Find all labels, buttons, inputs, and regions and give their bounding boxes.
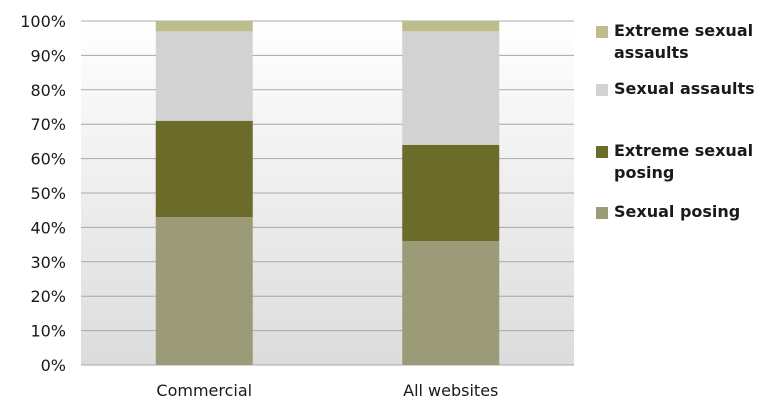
bar-sexual-posing-commercial [155,217,253,365]
legend-swatch-extreme-sexual-posing [596,146,608,158]
legend-swatch-sexual-posing [596,207,608,219]
bar-extreme-sexual-posing-all-websites [402,144,500,242]
legend-label-sexual-posing: Sexual posing [614,202,741,221]
y-tick-label: 80% [30,81,66,100]
y-tick-label: 40% [30,218,66,237]
y-tick-label: 100% [20,12,66,31]
y-tick-label: 20% [30,287,66,306]
legend-label-extreme-sexual-assaults: Extreme sexual assaults [614,21,754,62]
bar-sexual-assaults-all-websites [402,31,500,145]
y-tick-label: 90% [30,46,66,65]
legend-swatch-extreme-sexual-assaults [596,26,608,38]
bar-extreme-sexual-posing-commercial [155,120,253,218]
legend-label-sexual-assaults: Sexual assaults [614,79,755,98]
legend-label-extreme-sexual-posing: Extreme sexual posing [614,141,754,182]
legend-item-sexual-posing: Sexual posing [596,201,782,223]
bar-sexual-assaults-commercial [155,31,253,121]
y-tick-label: 60% [30,150,66,169]
bar-extreme-sexual-assaults-all-websites [402,21,500,32]
x-category-label: All websites [403,381,498,400]
bar-extreme-sexual-assaults-commercial [155,21,253,32]
y-tick-label: 70% [30,115,66,134]
legend-item-extreme-sexual-posing: Extreme sexual posing [596,140,782,184]
x-category-label: Commercial [156,381,252,400]
bar-sexual-posing-all-websites [402,241,500,365]
y-tick-label: 0% [41,356,66,375]
y-tick-label: 50% [30,184,66,203]
y-tick-label: 10% [30,322,66,341]
legend-item-sexual-assaults: Sexual assaults [596,78,782,100]
legend-item-extreme-sexual-assaults: Extreme sexual assaults [596,20,782,64]
legend-swatch-sexual-assaults [596,84,608,96]
y-tick-label: 30% [30,253,66,272]
